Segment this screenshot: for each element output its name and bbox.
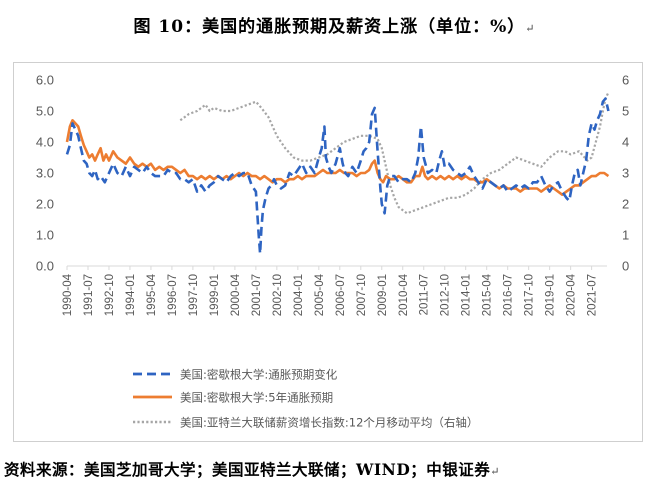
source-paragraph-mark: ↵	[490, 465, 500, 478]
x-tick-label: 1994-01	[125, 274, 137, 316]
x-tick-label: 2000-04	[230, 273, 242, 316]
x-tick-label: 1999-01	[209, 274, 221, 316]
series-wage-growth-group	[179, 91, 610, 215]
x-tick-label: 2007-10	[356, 274, 368, 316]
x-tick-label: 2014-01	[461, 274, 473, 316]
x-tick-label: 2017-10	[524, 274, 536, 316]
x-tick-label: 2004-01	[293, 274, 305, 316]
x-tick-label: 2002-10	[272, 274, 284, 316]
chart-axes: 0.0 1.0 2.0 3.0 4.0 5.0 6.0 0 1 2 3 4 5 6 1990-04 1991-…	[36, 73, 629, 317]
y-left-tick-label: 4.0	[36, 135, 54, 150]
y-right-tick-label: 3	[622, 166, 629, 181]
legend-label-inflation-change-line: 美国:密歇根大学:通胀预期变化	[180, 368, 338, 382]
x-tick-label: 2005-04	[314, 273, 326, 316]
y-left-tick-label: 2.0	[36, 197, 54, 212]
x-tick-label: 2009-01	[377, 274, 389, 316]
x-tick-label: 1995-04	[146, 273, 158, 316]
y-left-tick-label: 6.0	[36, 73, 54, 88]
y-right-tick-label: 2	[622, 197, 629, 212]
x-tick-label: 1991-07	[83, 274, 95, 316]
x-tick-label: 2021-07	[587, 274, 599, 316]
y-right-tick-label: 6	[622, 73, 629, 88]
source-text: 资料来源：美国芝加哥大学；美国亚特兰大联储；WIND；中银证券	[4, 460, 491, 479]
chart-legend: 美国:密歇根大学:通胀预期变化美国:密歇根大学:5年通胀预期美国:亚特兰大联储薪…	[133, 368, 478, 430]
chart-title-text: 图 10：美国的通胀预期及薪资上涨（单位：%）	[133, 17, 526, 37]
chart-title: 图 10：美国的通胀预期及薪资上涨（单位：%）↵	[0, 12, 669, 37]
x-tick-label: 2012-10	[440, 274, 452, 316]
y-right-tick-label: 0	[622, 259, 629, 274]
wage-growth-line	[179, 91, 610, 215]
x-tick-label: 2016-07	[503, 274, 515, 316]
inflation-change-line	[65, 97, 610, 255]
x-tick-label: 2011-07	[419, 274, 431, 315]
x-tick-label: 1997-10	[188, 274, 200, 316]
chart-frame	[13, 62, 643, 442]
x-tick-label: 2020-04	[566, 273, 578, 316]
y-right-tick-label: 5	[622, 104, 629, 119]
y-left-tick-label: 1.0	[36, 228, 54, 243]
title-paragraph-mark: ↵	[525, 22, 536, 35]
y-left-tick-label: 5.0	[36, 104, 54, 119]
x-tick-label: 1992-10	[104, 274, 116, 316]
y-left-tick-label: 0.0	[36, 259, 54, 274]
y-left-tick-label: 3.0	[36, 166, 54, 181]
x-tick-label: 1990-04	[62, 273, 74, 316]
x-tick-label: 2006-07	[335, 274, 347, 316]
legend-label-five-year-inflation-line: 美国:密歇根大学:5年通胀预期	[180, 391, 333, 405]
source-note: 资料来源：美国芝加哥大学；美国亚特兰大联储；WIND；中银证券↵	[4, 458, 669, 480]
x-tick-label: 2015-04	[482, 273, 494, 316]
y-right-tick-label: 4	[622, 135, 629, 150]
legend-label-wage-growth-line: 美国:亚特兰大联储薪资增长指数:12个月移动平均（右轴）	[180, 416, 478, 430]
x-tick-label: 2010-04	[398, 273, 410, 316]
series-inflation-change-group	[65, 97, 610, 255]
x-tick-label: 2019-01	[545, 274, 557, 316]
x-tick-label: 1996-07	[167, 274, 179, 316]
x-tick-label: 2001-07	[251, 274, 263, 316]
y-right-tick-label: 1	[622, 228, 629, 243]
